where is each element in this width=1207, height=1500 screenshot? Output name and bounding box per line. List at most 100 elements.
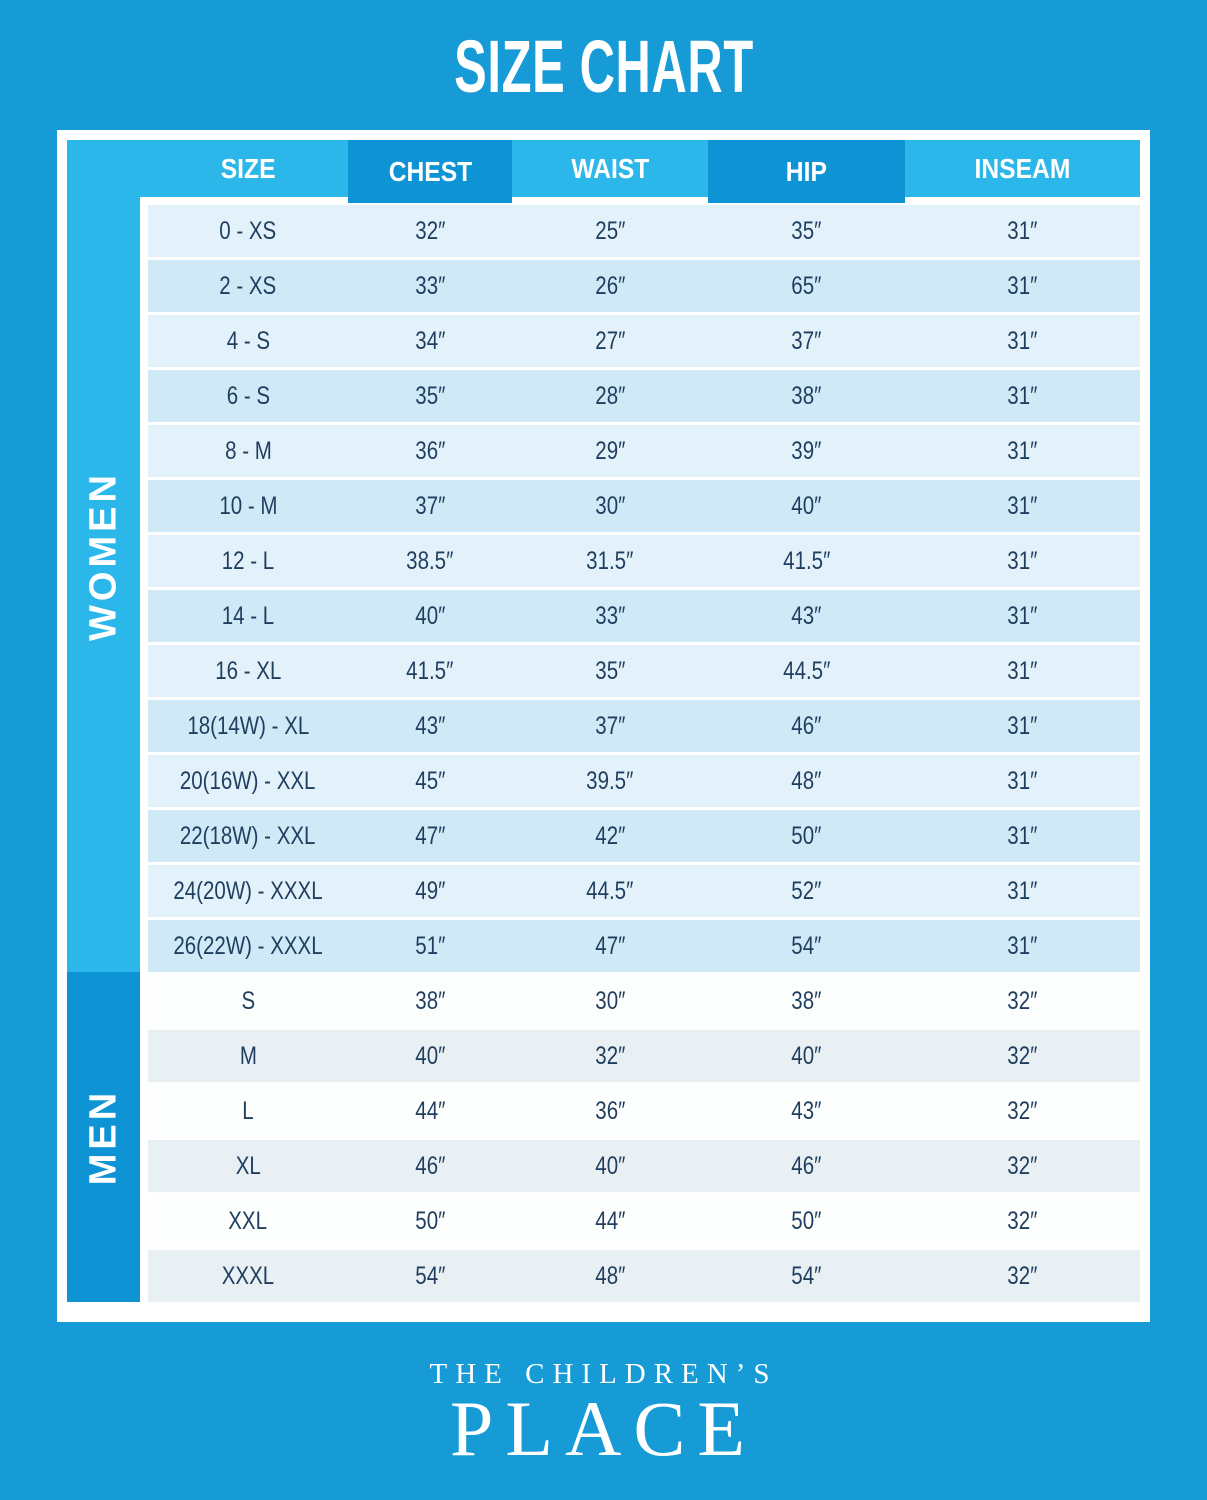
cell-value: XL xyxy=(235,1151,261,1180)
table-row-women: 16 - XL 41.5″ 35″ 44.5″ 31″ xyxy=(148,645,1140,697)
cell-waist: 44″ xyxy=(512,1195,708,1247)
cell-size: 18(14W) - XL xyxy=(148,700,348,752)
cell-inseam: 32″ xyxy=(905,1030,1140,1082)
cell-value: 40″ xyxy=(791,491,822,520)
cell-value: 32″ xyxy=(414,216,446,245)
cell-inseam: 31″ xyxy=(905,535,1140,587)
cell-size: 16 - XL xyxy=(148,645,348,697)
cell-value: 48″ xyxy=(594,1261,626,1290)
cell-size: 20(16W) - XXL xyxy=(148,755,348,807)
cell-size: XL xyxy=(148,1140,348,1192)
cell-value: 8 - M xyxy=(224,436,272,465)
cell-value: 37″ xyxy=(594,711,626,740)
cell-value: 16 - XL xyxy=(214,656,282,685)
header-cell-inseam: INSEAM xyxy=(905,140,1140,197)
cell-value: 31″ xyxy=(1007,931,1038,960)
cell-hip: 65″ xyxy=(708,260,905,312)
cell-value: 44″ xyxy=(414,1096,446,1125)
cell-value: 31″ xyxy=(1007,326,1038,355)
cell-hip: 43″ xyxy=(708,1085,905,1137)
cell-value: L xyxy=(242,1096,254,1125)
cell-value: 32″ xyxy=(1007,1206,1038,1235)
cell-waist: 39.5″ xyxy=(512,755,708,807)
cell-value: 46″ xyxy=(414,1151,446,1180)
cell-inseam: 32″ xyxy=(905,1250,1140,1302)
cell-hip: 48″ xyxy=(708,755,905,807)
cell-value: 47″ xyxy=(414,821,446,850)
cell-value: 41.5″ xyxy=(782,546,831,575)
cell-inseam: 31″ xyxy=(905,700,1140,752)
cell-inseam: 32″ xyxy=(905,1195,1140,1247)
brand-name-line1: THE CHILDREN’S xyxy=(429,1358,778,1390)
cell-inseam: 31″ xyxy=(905,865,1140,917)
cell-hip: 52″ xyxy=(708,865,905,917)
cell-value: 31.5″ xyxy=(586,546,634,575)
cell-value: 40″ xyxy=(414,1041,446,1070)
cell-chest: 54″ xyxy=(348,1250,512,1302)
cell-size: XXL xyxy=(148,1195,348,1247)
women-section-label: WOMEN xyxy=(82,471,124,641)
cell-inseam: 31″ xyxy=(905,205,1140,257)
table-row-men: XL 46″ 40″ 46″ 32″ xyxy=(148,1140,1140,1192)
cell-value: 31″ xyxy=(1007,491,1038,520)
cell-value: 28″ xyxy=(594,381,626,410)
cell-inseam: 31″ xyxy=(905,315,1140,367)
cell-value: 36″ xyxy=(414,436,446,465)
cell-value: 12 - L xyxy=(221,546,275,575)
cell-chest: 46″ xyxy=(348,1140,512,1192)
cell-waist: 37″ xyxy=(512,700,708,752)
table-row-women: 20(16W) - XXL 45″ 39.5″ 48″ 31″ xyxy=(148,755,1140,807)
men-section-label: MEN xyxy=(82,1088,124,1186)
men-section-band: MEN xyxy=(67,972,140,1302)
cell-size: XXXL xyxy=(148,1250,348,1302)
cell-value: S xyxy=(241,986,255,1015)
cell-value: 31″ xyxy=(1007,766,1038,795)
cell-value: 50″ xyxy=(414,1206,446,1235)
cell-waist: 35″ xyxy=(512,645,708,697)
cell-size: 4 - S xyxy=(148,315,348,367)
cell-size: 8 - M xyxy=(148,425,348,477)
cell-value: 38″ xyxy=(791,381,822,410)
cell-value: M xyxy=(239,1041,257,1070)
cell-value: 26(22W) - XXXL xyxy=(173,931,323,960)
cell-chest: 49″ xyxy=(348,865,512,917)
cell-hip: 39″ xyxy=(708,425,905,477)
cell-size: 12 - L xyxy=(148,535,348,587)
cell-size: 10 - M xyxy=(148,480,348,532)
cell-size: L xyxy=(148,1085,348,1137)
women-section-band: WOMEN xyxy=(67,140,140,972)
cell-chest: 40″ xyxy=(348,1030,512,1082)
cell-value: 31″ xyxy=(1007,436,1038,465)
cell-hip: 35″ xyxy=(708,205,905,257)
page-title-text: SIZE CHART xyxy=(453,25,754,108)
cell-value: 22(18W) - XXL xyxy=(180,821,316,850)
cell-inseam: 32″ xyxy=(905,975,1140,1027)
cell-waist: 30″ xyxy=(512,975,708,1027)
table-row-women: 14 - L 40″ 33″ 43″ 31″ xyxy=(148,590,1140,642)
table-row-men: L 44″ 36″ 43″ 32″ xyxy=(148,1085,1140,1137)
cell-value: 26″ xyxy=(594,271,626,300)
cell-inseam: 31″ xyxy=(905,755,1140,807)
table-row-women: 24(20W) - XXXL 49″ 44.5″ 52″ 31″ xyxy=(148,865,1140,917)
cell-value: 40″ xyxy=(791,1041,822,1070)
cell-value: 45″ xyxy=(414,766,446,795)
page-title: SIZE CHART xyxy=(0,25,1207,108)
cell-value: 20(16W) - XXL xyxy=(180,766,316,795)
cell-inseam: 31″ xyxy=(905,260,1140,312)
cell-waist: 27″ xyxy=(512,315,708,367)
table-row-women: 2 - XS 33″ 26″ 65″ 31″ xyxy=(148,260,1140,312)
cell-value: 31″ xyxy=(1007,381,1038,410)
cell-hip: 44.5″ xyxy=(708,645,905,697)
table-row-women: 18(14W) - XL 43″ 37″ 46″ 31″ xyxy=(148,700,1140,752)
cell-inseam: 32″ xyxy=(905,1140,1140,1192)
header-cell-chest: CHEST xyxy=(348,140,512,203)
cell-chest: 40″ xyxy=(348,590,512,642)
cell-value: 31″ xyxy=(1007,601,1038,630)
cell-inseam: 32″ xyxy=(905,1085,1140,1137)
cell-hip: 43″ xyxy=(708,590,905,642)
cell-value: 31″ xyxy=(1007,546,1038,575)
cell-hip: 40″ xyxy=(708,480,905,532)
cell-value: 10 - M xyxy=(218,491,278,520)
size-table-inner: SIZE CHEST WAIST HIP INSEAM WOMEN xyxy=(67,140,1140,1312)
cell-chest: 47″ xyxy=(348,810,512,862)
